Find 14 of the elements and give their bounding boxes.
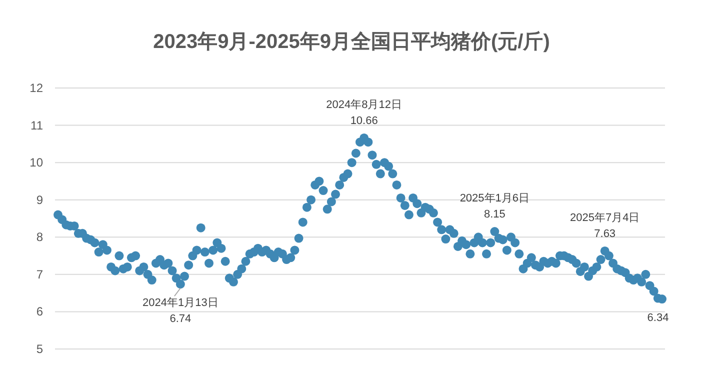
data-label: 2024年8月12日 10.66 bbox=[326, 98, 402, 127]
y-tick-label: 12 bbox=[30, 81, 44, 95]
y-tick-label: 10 bbox=[30, 156, 44, 170]
y-tick-label: 11 bbox=[30, 118, 44, 132]
y-tick-label: 7 bbox=[36, 267, 44, 282]
y-tick-label: 9 bbox=[36, 192, 44, 207]
chart-title: 2023年9月-2025年9月全国日平均猪价(元/斤) bbox=[153, 30, 550, 53]
y-tick-label: 8 bbox=[36, 230, 44, 244]
data-label: 2025年7月4日 7.63 bbox=[570, 212, 640, 240]
y-tick-label: 6 bbox=[36, 304, 44, 319]
data-label: 2025年1月6日 8.15 bbox=[460, 192, 530, 221]
data-label: 6.34 bbox=[647, 312, 669, 324]
y-tick-label: 5 bbox=[36, 342, 44, 356]
data-label: 2024年1月13日 6.74 bbox=[142, 297, 218, 326]
